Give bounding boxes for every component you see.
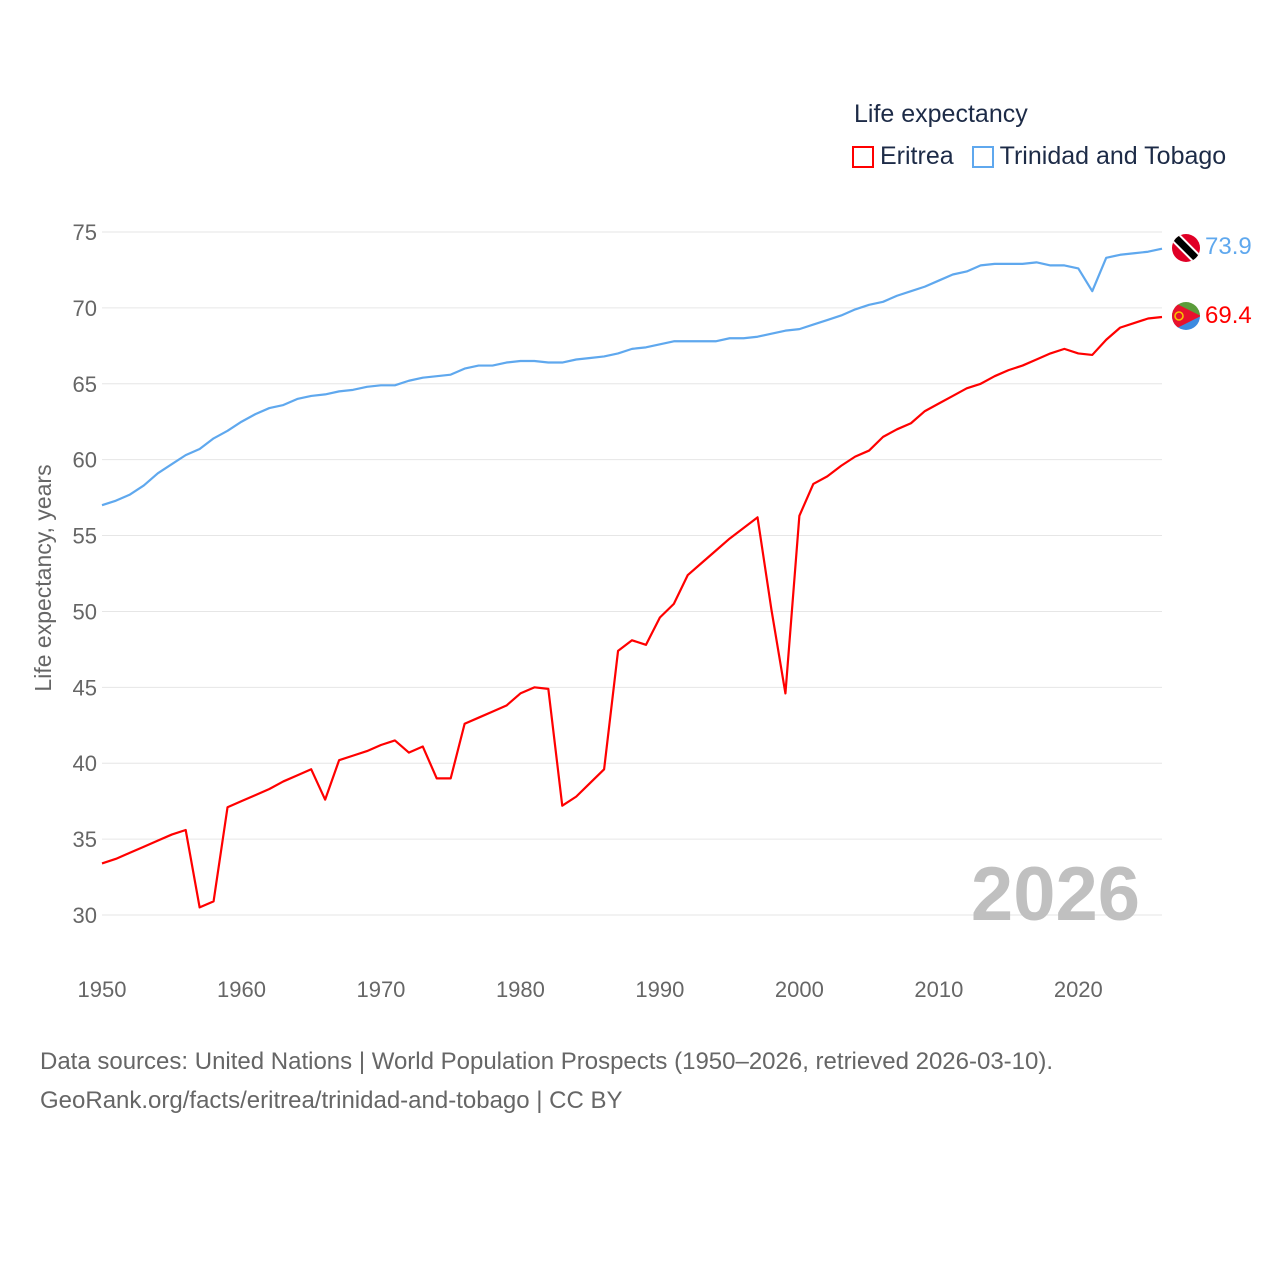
source-link[interactable]: GeoRank.org/facts/eritrea/trinidad-and-t… [40,1087,623,1114]
trinidad-flag-icon [1172,234,1200,262]
y-tick-label: 75 [73,220,97,245]
x-tick-label: 1990 [635,977,684,1002]
x-tick-label: 1970 [356,977,405,1002]
legend-label: Eritrea [880,142,954,170]
legend: Eritrea Trinidad and Tobago [852,142,1244,171]
y-tick-label: 65 [73,372,97,397]
x-tick-label: 1980 [496,977,545,1002]
y-axis-label: Life expectancy, years [30,464,56,691]
eritrea-flag-icon [1172,302,1200,330]
y-tick-label: 30 [73,903,97,928]
x-tick-label: 1960 [217,977,266,1002]
trinidad-swatch [971,145,994,168]
y-tick-label: 45 [73,675,97,700]
y-tick-label: 35 [73,827,97,852]
year-watermark: 2026 [971,852,1140,937]
series-line-eritrea[interactable] [101,315,1163,909]
y-tick-label: 60 [73,448,97,473]
eritrea-swatch [852,145,874,168]
end-value-label: 69.4 [1205,302,1252,329]
x-tick-label: 2010 [914,977,963,1002]
data-source-text: Data sources: United Nations | World Pop… [40,1048,1054,1075]
legend-item-trinidad-and-tobago[interactable]: Trinidad and Tobago [971,142,1227,171]
legend-label: Trinidad and Tobago [999,142,1227,170]
y-tick-label: 40 [73,751,97,776]
legend-item-eritrea[interactable]: Eritrea [852,142,954,171]
x-tick-label: 1950 [78,977,127,1002]
legend-title: Life expectancy [854,100,1028,128]
y-tick-label: 55 [73,524,97,549]
x-tick-label: 2020 [1054,977,1103,1002]
series-line-trinidad-and-tobago[interactable] [101,247,1163,507]
x-tick-label: 2000 [775,977,824,1002]
y-tick-label: 70 [73,296,97,321]
footer: Data sources: United Nations | World Pop… [40,1042,1053,1120]
y-tick-label: 50 [73,599,97,624]
end-value-label: 73.9 [1205,233,1252,260]
